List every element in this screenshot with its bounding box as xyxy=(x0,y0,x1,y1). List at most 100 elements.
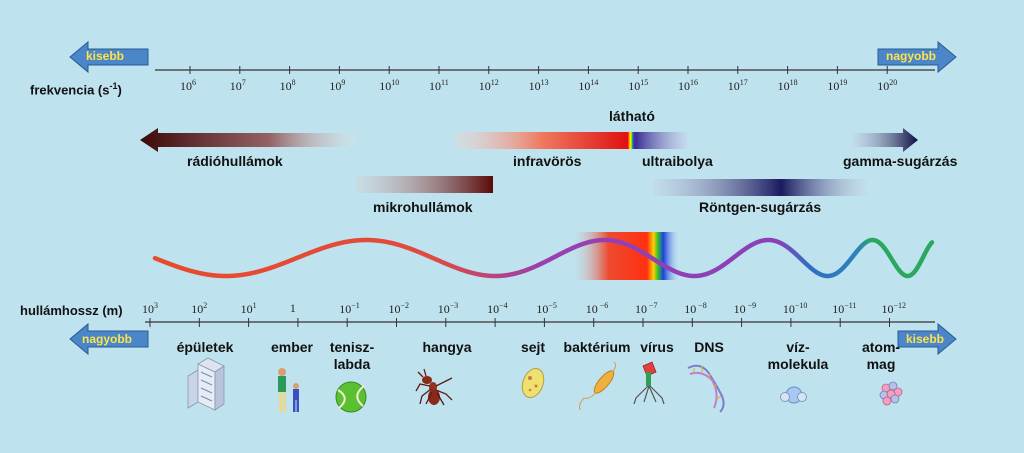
gamma-label: gamma-sugárzás xyxy=(843,153,958,169)
frequency-tick-label: 107 xyxy=(230,78,246,94)
tick-exponent: 18 xyxy=(789,78,798,87)
tick-exponent: 3 xyxy=(154,301,158,310)
wavelength-axis-ticks xyxy=(149,318,890,327)
top-left-arrow-label: kisebb xyxy=(86,49,125,63)
wavelength-tick-label: 10−4 xyxy=(487,301,508,317)
tick-exponent: −12 xyxy=(893,301,907,310)
tick-base: 10 xyxy=(881,302,894,316)
tick-exponent: 1 xyxy=(252,301,257,310)
frequency-tick-label: 1012 xyxy=(479,78,499,94)
frequency-axis-label: frekvencia (s-1) xyxy=(30,81,122,97)
wavelength-tick-label: 10−1 xyxy=(339,301,360,317)
tick-base: 10 xyxy=(635,302,647,316)
microwave-band xyxy=(355,176,493,193)
tick-exponent: −4 xyxy=(499,301,508,310)
xray-band xyxy=(653,179,867,196)
tick-exponent: 14 xyxy=(590,78,599,87)
tick-exponent: 15 xyxy=(640,78,649,87)
tick-base: 10 xyxy=(877,79,890,93)
smaller-arrow-bottom xyxy=(897,322,957,356)
wavelength-tick-label: 10 −7 xyxy=(635,301,658,317)
tick-base: 10 xyxy=(536,302,549,316)
tick-exponent: 19 xyxy=(839,78,848,87)
ant-icon xyxy=(415,368,453,406)
tick-base: 10 xyxy=(487,302,500,316)
bottom-right-arrow-label: kisebb xyxy=(906,332,945,346)
tick-base: 10 xyxy=(339,302,352,316)
tick-base: 10 xyxy=(142,302,154,316)
frequency-tick-label: 108 xyxy=(280,78,296,94)
frequency-tick-label: 1011 xyxy=(429,78,449,94)
visible-label: látható xyxy=(609,108,655,124)
tick-exponent: 10 xyxy=(391,78,400,87)
tick-exponent: 13 xyxy=(540,78,549,87)
tick-exponent: 11 xyxy=(441,78,449,87)
tennis-ball-icon xyxy=(335,381,367,413)
radio-label: rádióhullámok xyxy=(187,153,283,169)
frequency-tick-label: 1013 xyxy=(529,78,549,94)
tick-exponent: −11 xyxy=(844,301,857,310)
object-label-water-molecule: víz- molekula xyxy=(767,339,829,372)
bottom-left-arrow-label: nagyobb xyxy=(82,332,132,346)
visible-band xyxy=(628,132,635,149)
tick-base: 10 xyxy=(684,302,697,316)
tick-base: 10 xyxy=(628,79,641,93)
wavelength-tick-label: 1 xyxy=(290,301,296,316)
frequency-tick-label: 1017 xyxy=(728,78,748,94)
tick-base: 10 xyxy=(733,302,746,316)
object-label-virus: vírus xyxy=(640,339,674,355)
wavelength-tick-label: 10−2 xyxy=(389,301,410,317)
tick-exponent: −2 xyxy=(400,301,410,310)
xray-label: Röntgen-sugárzás xyxy=(699,199,822,215)
frequency-tick-label: 1015 xyxy=(628,78,648,94)
tick-exponent: −8 xyxy=(696,301,707,310)
frequency-tick-label: 1014 xyxy=(578,78,598,94)
larger-arrow-bottom xyxy=(69,322,149,356)
people-icon xyxy=(278,368,299,412)
tick-base: 10 xyxy=(832,302,845,316)
tick-exponent: 2 xyxy=(203,301,208,310)
infrared-band xyxy=(455,132,628,149)
visible-wave-band xyxy=(570,232,680,280)
object-label-tennis-ball: tenisz- labda xyxy=(329,339,375,372)
wavelength-tick-label: 10−3 xyxy=(438,301,459,317)
frequency-tick-label: 1018 xyxy=(778,78,798,94)
frequency-tick-label: 1010 xyxy=(379,78,399,94)
tick-exponent: −3 xyxy=(449,301,459,310)
wavelength-tick-label: 10 −9 xyxy=(734,301,757,317)
wavelength-tick-label: 10 −8 xyxy=(684,301,707,317)
tick-base: 10 xyxy=(727,79,740,93)
wavelength-tick-label: 10 −6 xyxy=(586,301,609,317)
smaller-arrow-top xyxy=(69,40,149,74)
water-molecule-icon xyxy=(780,386,807,404)
wavelength-tick-label: 10−11 xyxy=(832,301,856,317)
infrared-label: infravörös xyxy=(513,153,582,169)
object-label-buildings: épületek xyxy=(176,339,234,355)
tick-base: 10 xyxy=(437,302,450,316)
object-label-bacterium: baktérium xyxy=(563,339,631,355)
wavelength-tick-label: 10−12 xyxy=(882,301,907,317)
tick-base: 10 xyxy=(478,79,491,93)
frequency-tick-label: 106 xyxy=(180,78,196,94)
frequency-axis-ticks xyxy=(189,66,888,74)
frequency-label-sup: -1 xyxy=(109,81,118,91)
tick-base: 10 xyxy=(827,79,840,93)
spectrum-wave xyxy=(152,237,935,279)
dna-icon xyxy=(687,364,725,413)
tick-base: 10 xyxy=(329,79,342,93)
tick-base: 10 xyxy=(240,302,253,316)
atomic-nucleus-icon xyxy=(879,381,903,406)
tick-base: 10 xyxy=(191,302,204,316)
frequency-tick-label: 1020 xyxy=(877,78,897,94)
tick-base: 10 xyxy=(578,79,591,93)
radio-band xyxy=(140,128,355,152)
ultraviolet-label: ultraibolya xyxy=(642,153,713,169)
frequency-label-end: ) xyxy=(117,82,122,98)
tick-exponent: −6 xyxy=(597,301,609,310)
building-icon xyxy=(187,357,225,411)
frequency-tick-label: 109 xyxy=(329,78,345,94)
tick-exponent: 6 xyxy=(192,78,196,87)
virus-icon xyxy=(633,361,665,405)
object-label-atomic-nucleus: atom- mag xyxy=(861,339,901,372)
